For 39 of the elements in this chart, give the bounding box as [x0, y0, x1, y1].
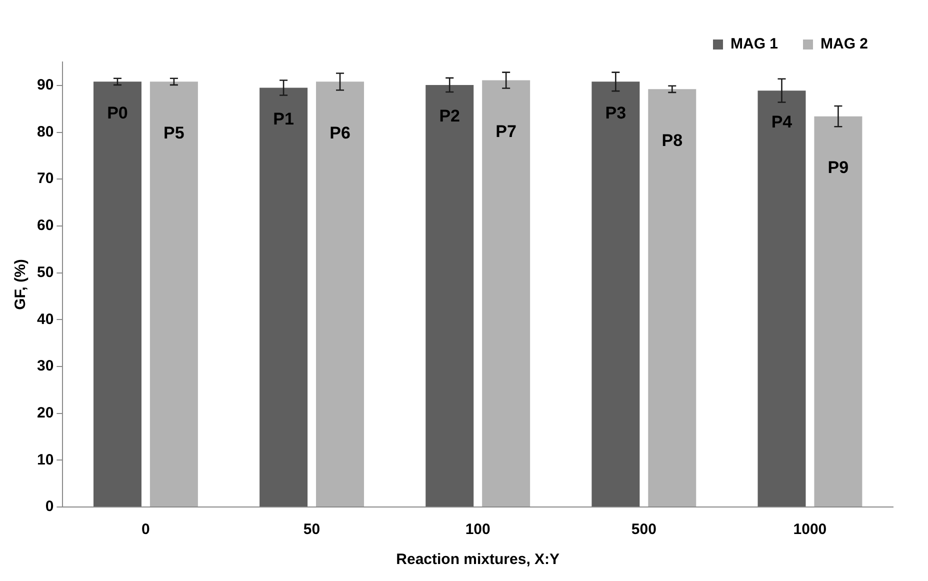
- data-label: P8: [662, 130, 683, 150]
- y-tick-label: 60: [36, 217, 54, 234]
- y-tick-label: 90: [36, 76, 54, 94]
- data-label: P2: [439, 106, 460, 126]
- x-tick-label: 0: [142, 521, 150, 538]
- y-tick-label: 80: [36, 123, 54, 140]
- bar: [592, 82, 640, 506]
- y-tick-label: 70: [36, 170, 54, 188]
- x-tick-label: 500: [631, 521, 656, 538]
- data-label: P9: [828, 158, 849, 178]
- y-tick-label: 20: [36, 404, 54, 422]
- bar: [814, 116, 862, 506]
- bar: [316, 82, 364, 506]
- x-tick-label: 100: [465, 521, 490, 538]
- data-label: P6: [330, 123, 350, 142]
- y-tick-label: 50: [36, 264, 54, 281]
- bar: [260, 88, 308, 506]
- bar: [648, 89, 696, 506]
- data-label: P1: [273, 109, 294, 128]
- x-tick-label: 1000: [793, 521, 827, 538]
- legend-label: MAG 1: [730, 36, 778, 53]
- y-tick-label: 30: [36, 358, 54, 375]
- x-axis-title: Reaction mixtures, X:Y: [396, 551, 560, 568]
- bar: [93, 82, 142, 506]
- data-label: P4: [771, 112, 793, 132]
- data-label: P3: [605, 103, 626, 122]
- y-tick-label: 10: [36, 451, 54, 468]
- data-label: P0: [107, 103, 128, 122]
- bar: [758, 90, 806, 506]
- legend-label: MAG 2: [820, 36, 868, 53]
- y-axis-title: GF, (%): [12, 259, 30, 310]
- data-label: P7: [496, 122, 516, 141]
- y-tick-label: 0: [45, 498, 54, 516]
- y-tick-label: 40: [36, 310, 54, 328]
- bar: [482, 80, 530, 506]
- bar: [426, 84, 474, 506]
- x-tick-label: 50: [303, 521, 320, 538]
- data-label: P5: [164, 123, 184, 142]
- bar: [150, 82, 198, 506]
